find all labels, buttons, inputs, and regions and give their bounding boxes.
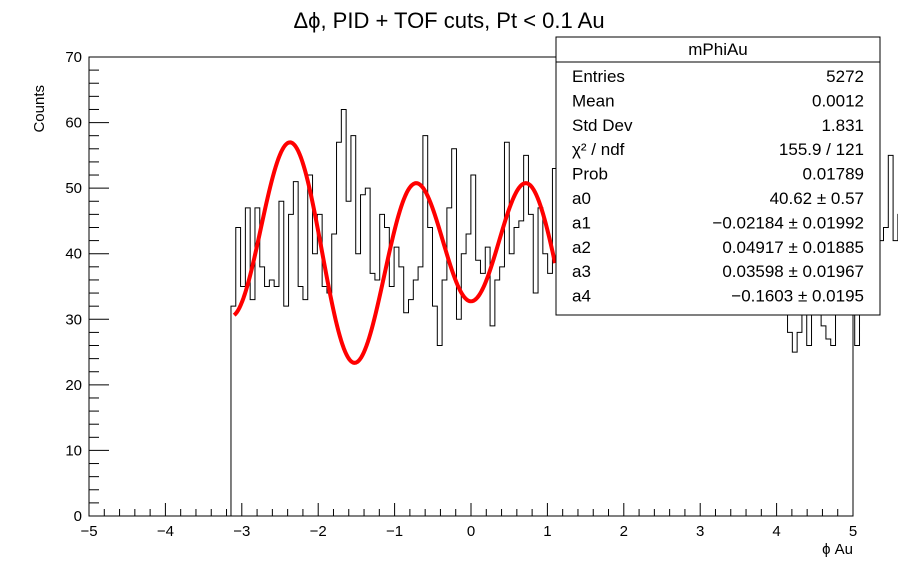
x-tick-label: 2: [620, 523, 628, 540]
stats-value: 0.04917 ± 0.01885: [722, 238, 864, 257]
chart-title: Δϕ, PID + TOF cuts, Pt < 0.1 Au: [293, 8, 604, 33]
y-tick-label: 70: [65, 49, 82, 66]
x-tick-label: −5: [80, 523, 97, 540]
x-tick-label: 3: [696, 523, 704, 540]
stats-label: a3: [572, 262, 591, 281]
x-axis-label: ϕ Au: [822, 541, 853, 558]
stats-label: a0: [572, 189, 591, 208]
stats-value: 0.03598 ± 0.01967: [722, 262, 864, 281]
stats-label: Entries: [572, 67, 625, 86]
stats-value: 5272: [826, 67, 864, 86]
stats-value: 40.62 ± 0.57: [770, 189, 864, 208]
y-tick-label: 50: [65, 180, 82, 197]
x-axis-ticks: −5 −4 −3 −2 −1 0 1 2 3 4 5: [80, 503, 857, 540]
x-tick-label: −1: [386, 523, 403, 540]
y-tick-label: 40: [65, 246, 82, 263]
stats-label: a2: [572, 238, 591, 257]
stats-label: Std Dev: [572, 116, 633, 135]
x-tick-label: −2: [310, 523, 327, 540]
stats-value: 0.0012: [812, 91, 864, 110]
y-axis-ticks: 0 10 20 30 40 50 60 70: [65, 49, 109, 525]
stats-box-frame: [555, 36, 881, 316]
stats-value: 155.9 / 121: [779, 140, 864, 159]
y-tick-label: 20: [65, 377, 82, 394]
y-tick-label: 0: [74, 508, 82, 525]
stats-box: mPhiAu Entries 5272 Mean 0.0012 Std Dev 1.831…: [555, 36, 881, 316]
stats-label: Mean: [572, 91, 615, 110]
x-tick-label: 5: [849, 523, 857, 540]
stats-box-title: mPhiAu: [688, 40, 748, 59]
stats-value: 0.01789: [803, 165, 864, 184]
stats-label: a1: [572, 213, 591, 232]
x-tick-label: −3: [233, 523, 250, 540]
y-tick-label: 60: [65, 115, 82, 132]
stats-box-rows: Entries 5272 Mean 0.0012 Std Dev 1.831 χ² / nd…: [572, 67, 864, 306]
stats-value: −0.02184 ± 0.01992: [712, 213, 864, 232]
fit-curve: [232, 140, 557, 365]
stats-label: Prob: [572, 165, 608, 184]
y-tick-label: 30: [65, 311, 82, 328]
stats-value: −0.1603 ± 0.0195: [731, 287, 864, 306]
stats-label: χ² / ndf: [572, 140, 625, 159]
fit-layer: [232, 140, 557, 365]
y-tick-label: 10: [65, 442, 82, 459]
x-tick-label: 4: [772, 523, 780, 540]
stats-label: a4: [572, 287, 591, 306]
y-axis-label: Counts: [31, 85, 48, 133]
x-tick-label: 1: [543, 523, 551, 540]
x-tick-label: 0: [467, 523, 475, 540]
x-tick-label: −4: [157, 523, 174, 540]
stats-value: 1.831: [821, 116, 864, 135]
